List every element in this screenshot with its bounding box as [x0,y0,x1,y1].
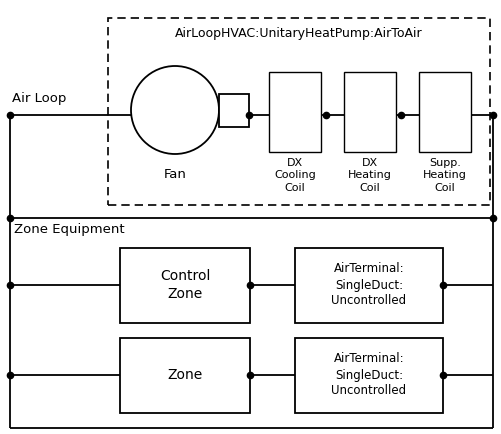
Text: Control
Zone: Control Zone [159,270,210,301]
Text: Zone Equipment: Zone Equipment [14,223,124,236]
Bar [269,72,320,152]
Bar [295,338,442,412]
Bar [120,247,249,322]
Text: Supp.
Heating
Coil: Supp. Heating Coil [422,158,466,193]
Bar [418,72,470,152]
Text: Zone: Zone [167,368,202,382]
Bar [120,338,249,412]
Bar [343,72,395,152]
Text: DX
Heating
Coil: DX Heating Coil [347,158,391,193]
Text: DX
Cooling
Coil: DX Cooling Coil [274,158,315,193]
Text: AirTerminal:
SingleDuct:
Uncontrolled: AirTerminal: SingleDuct: Uncontrolled [331,352,406,398]
Text: AirTerminal:
SingleDuct:
Uncontrolled: AirTerminal: SingleDuct: Uncontrolled [331,263,406,308]
Bar [218,93,248,126]
Text: Air Loop: Air Loop [12,92,66,105]
Text: Fan: Fan [163,168,186,181]
Text: AirLoopHVAC:UnitaryHeatPump:AirToAir: AirLoopHVAC:UnitaryHeatPump:AirToAir [175,27,422,40]
Bar [295,247,442,322]
Circle shape [131,66,218,154]
Bar [108,18,489,205]
